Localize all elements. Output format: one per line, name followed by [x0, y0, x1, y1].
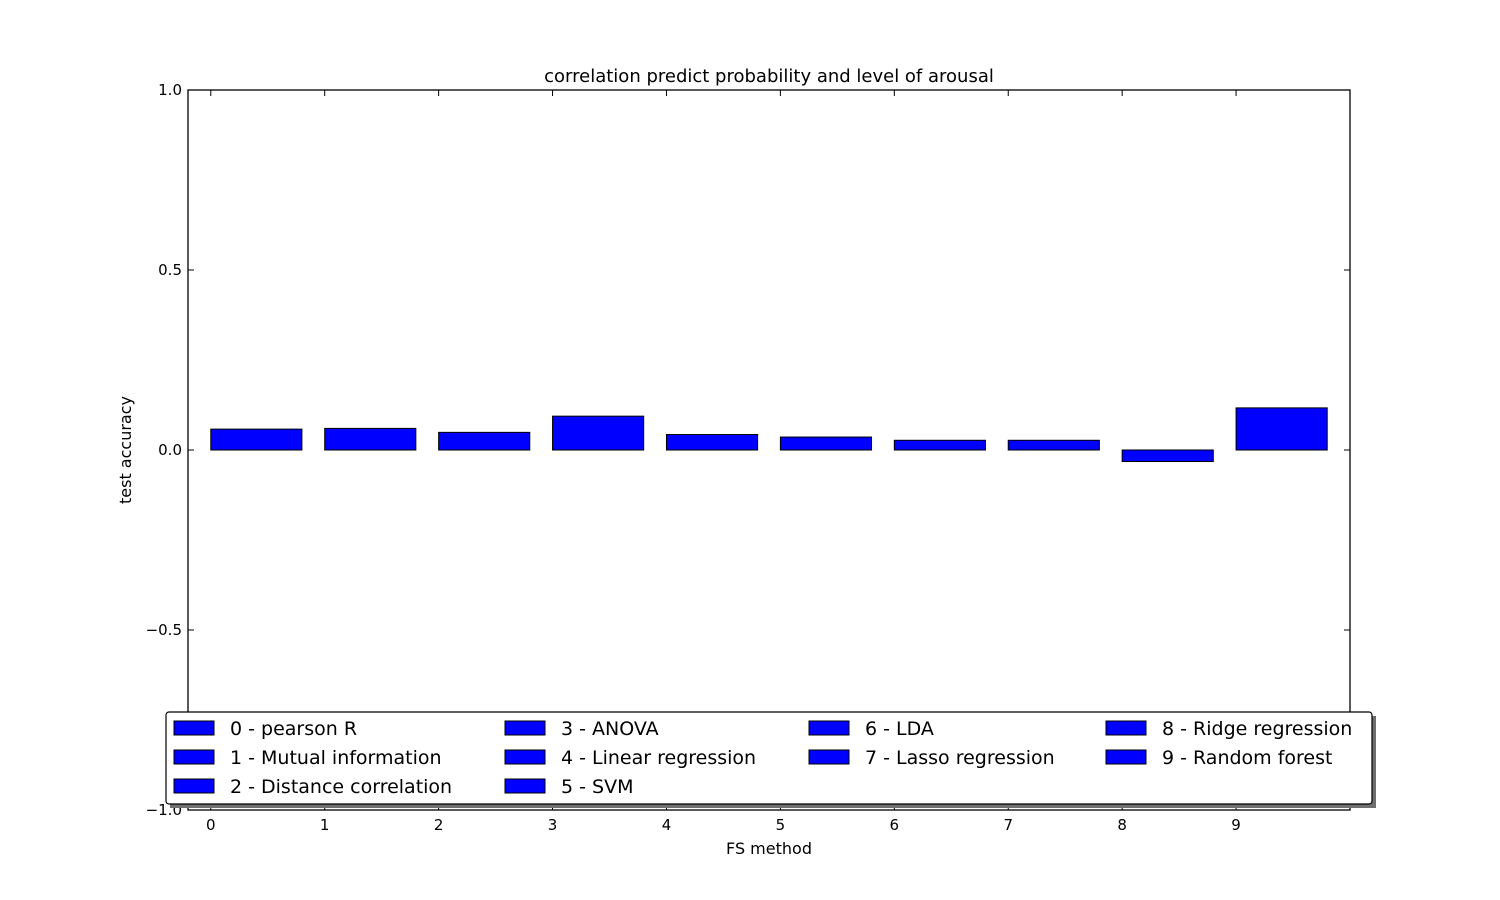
x-tick-label: 9 [1231, 816, 1241, 834]
x-tick-label: 1 [320, 816, 330, 834]
legend-label: 6 - LDA [865, 718, 934, 740]
legend-label: 8 - Ridge regression [1162, 718, 1352, 740]
x-tick-label: 5 [776, 816, 786, 834]
legend-label: 9 - Random forest [1162, 747, 1332, 769]
bar [1007, 439, 1100, 451]
bar [665, 434, 759, 451]
legend-label: 4 - Linear regression [561, 747, 756, 769]
x-tick-label: 8 [1117, 816, 1127, 834]
legend-label: 5 - SVM [561, 776, 633, 798]
bar [779, 436, 873, 451]
bar [324, 427, 417, 451]
legend-swatch [1105, 749, 1147, 765]
y-tick-label: 0.5 [158, 261, 182, 279]
bar [1235, 407, 1328, 451]
y-tick-label: −0.5 [146, 621, 182, 639]
x-tick-label: 2 [434, 816, 444, 834]
x-tick-label: 7 [1003, 816, 1013, 834]
y-axis-ticks: 1.00.50.0−0.5−1.0 [146, 81, 1350, 819]
legend-swatch [504, 778, 546, 794]
x-axis-label: FS method [726, 839, 812, 858]
bar [893, 439, 986, 451]
legend-label: 0 - pearson R [230, 718, 357, 740]
x-tick-label: 6 [890, 816, 900, 834]
legend-label: 7 - Lasso regression [865, 747, 1055, 769]
bar [438, 431, 531, 451]
legend-swatch [504, 720, 546, 736]
legend-label: 3 - ANOVA [561, 718, 659, 740]
legend-box [165, 711, 1373, 805]
legend-swatch [808, 749, 850, 765]
legend-swatch [173, 720, 215, 736]
x-tick-label: 3 [548, 816, 558, 834]
legend-label: 1 - Mutual information [230, 747, 442, 769]
bar [1121, 449, 1214, 463]
chart-title: correlation predict probability and leve… [544, 66, 994, 87]
x-tick-label: 4 [662, 816, 672, 834]
legend-swatch [173, 749, 215, 765]
y-tick-label: 0.0 [158, 441, 182, 459]
legend: 0 - pearson R 1 - Mutual information 2 - D… [165, 711, 1376, 808]
y-tick-label: 1.0 [158, 81, 182, 99]
y-axis-label: test accuracy [116, 396, 135, 504]
bar [210, 428, 303, 451]
legend-items: 0 - pearson R 1 - Mutual information 2 - D… [173, 718, 1352, 798]
bar-series [210, 407, 1328, 463]
legend-swatch [504, 749, 546, 765]
bar [552, 415, 645, 451]
legend-swatch [173, 778, 215, 794]
legend-swatch [1105, 720, 1147, 736]
x-tick-label: 0 [206, 816, 216, 834]
legend-swatch [808, 720, 850, 736]
legend-label: 2 - Distance correlation [230, 776, 452, 798]
